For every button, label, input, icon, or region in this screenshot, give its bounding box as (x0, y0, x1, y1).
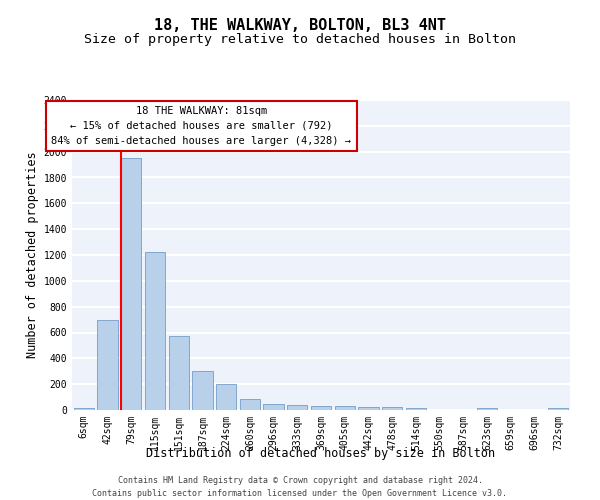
Bar (287, 405, 307, 410)
Text: 18, THE WALKWAY, BOLTON, BL3 4NT: 18, THE WALKWAY, BOLTON, BL3 4NT (154, 18, 446, 32)
Bar (406, 408, 426, 410)
Bar (311, 406, 331, 410)
Bar (97, 320, 118, 410)
Bar (548, 408, 568, 410)
Bar (358, 408, 379, 410)
Text: Size of property relative to detached houses in Bolton: Size of property relative to detached ho… (84, 32, 516, 46)
Y-axis label: Number of detached properties: Number of detached properties (26, 152, 40, 358)
Bar (74, 408, 94, 410)
Bar (145, 252, 165, 410)
Text: Distribution of detached houses by size in Bolton: Distribution of detached houses by size … (146, 448, 496, 460)
Bar (216, 384, 236, 410)
Bar (169, 336, 189, 410)
Bar (335, 406, 355, 410)
Bar (121, 158, 142, 410)
Bar (193, 370, 212, 410)
Bar (382, 408, 402, 410)
Bar (240, 399, 260, 410)
Text: 18 THE WALKWAY: 81sqm
← 15% of detached houses are smaller (792)
84% of semi-det: 18 THE WALKWAY: 81sqm ← 15% of detached … (52, 106, 352, 146)
Bar (263, 404, 284, 410)
Bar (477, 408, 497, 410)
Text: Contains HM Land Registry data © Crown copyright and database right 2024.
Contai: Contains HM Land Registry data © Crown c… (92, 476, 508, 498)
